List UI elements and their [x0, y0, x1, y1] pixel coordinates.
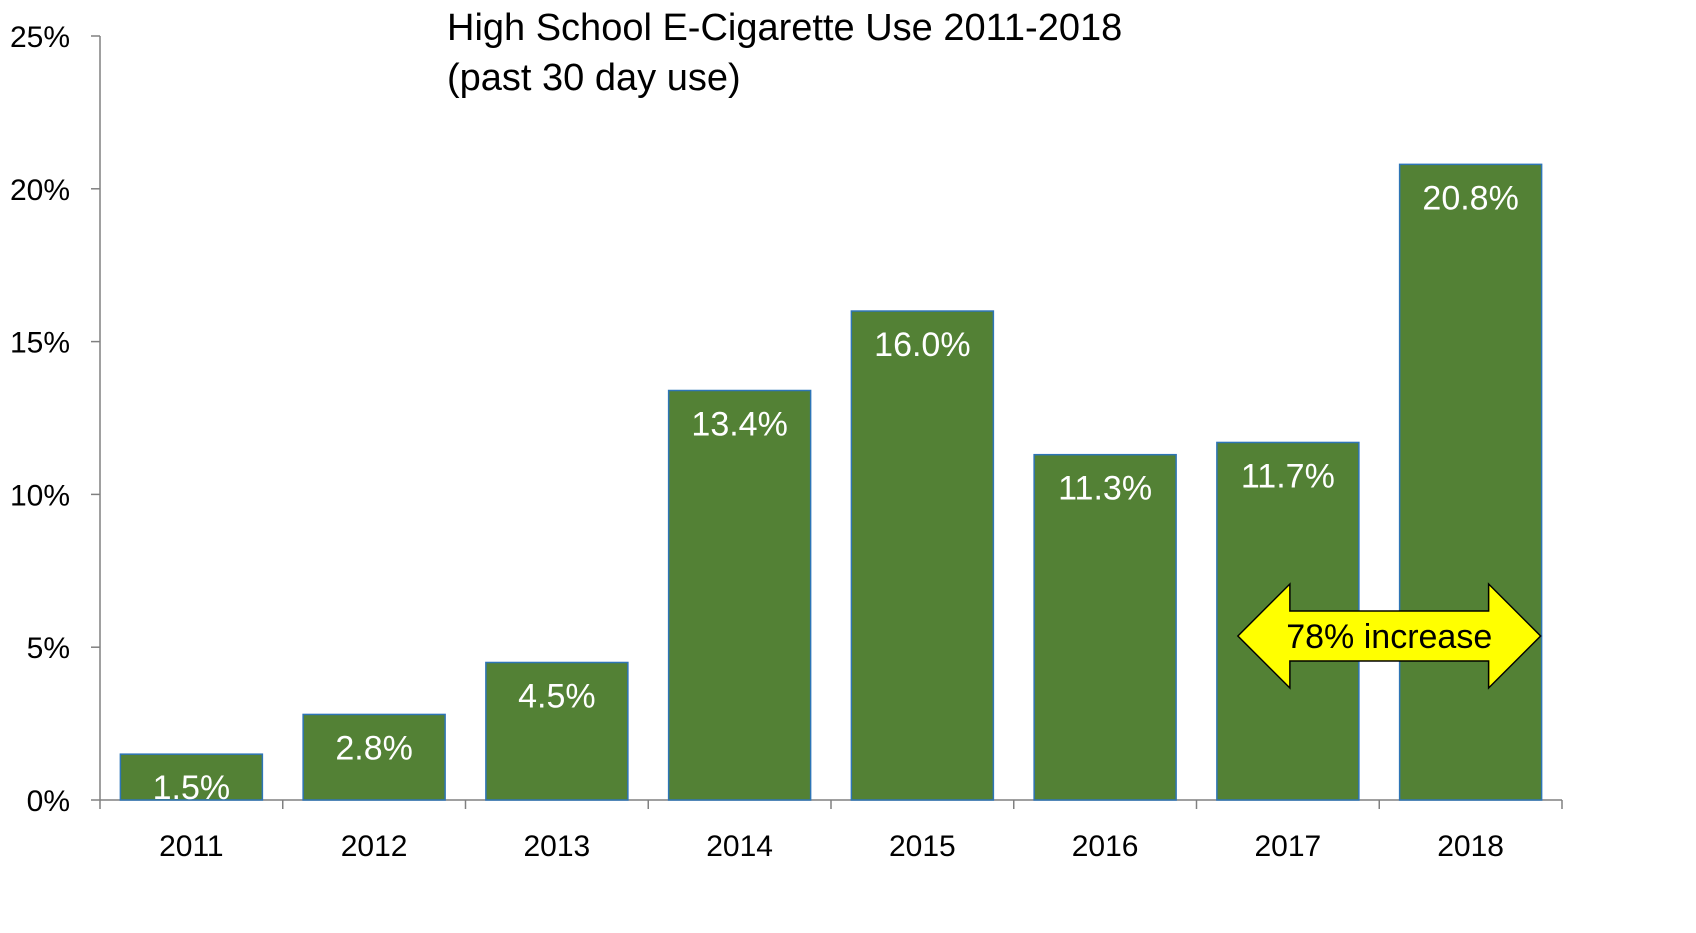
y-tick-label: 20% [10, 174, 70, 207]
x-tick-label: 2011 [159, 830, 224, 863]
x-tick-label: 2017 [1255, 830, 1322, 863]
bar-2014 [667, 389, 812, 801]
bar-2013 [485, 661, 629, 801]
bar-2011 [119, 753, 264, 801]
data-label-2016: 11.3% [1058, 470, 1152, 508]
data-label-2011: 1.5% [153, 769, 231, 807]
x-tick-label: 2012 [341, 830, 408, 863]
bars [119, 163, 1543, 801]
data-label-2014: 13.4% [691, 405, 787, 443]
data-label-2017: 11.7% [1241, 457, 1335, 495]
x-tick-label: 2014 [706, 830, 773, 863]
y-tick-label: 25% [10, 21, 70, 54]
double-arrow-shape [1236, 582, 1542, 690]
x-axis: 2011 2012 2013 2014 2015 2016 2017 2018 [99, 799, 1563, 863]
bar-2015 [850, 310, 995, 801]
y-axis: 0% 5% 10% 15% 20% 25% [10, 21, 101, 818]
bar-2018 [1398, 163, 1543, 801]
data-label-2018: 20.8% [1422, 179, 1518, 217]
x-tick-label: 2018 [1437, 830, 1504, 863]
chart-title-group: High School E-Cigarette Use 2011-2018 (p… [447, 7, 1122, 99]
data-labels: 1.5% 2.8% 4.5% 13.4% 16.0% 11.3% 11.7% 20.8% [153, 179, 1519, 807]
bar-2012 [302, 713, 446, 801]
x-tick-label: 2016 [1072, 830, 1139, 863]
y-tick-label: 0% [27, 785, 70, 818]
data-label-2012: 2.8% [335, 729, 413, 767]
x-tick-label: 2013 [524, 830, 591, 863]
x-tick-label: 2015 [889, 830, 956, 863]
y-tick-label: 10% [10, 479, 70, 512]
increase-callout-label: 78% increase [1286, 618, 1492, 656]
chart-title: High School E-Cigarette Use 2011-2018 [447, 7, 1122, 49]
data-label-2015: 16.0% [874, 326, 970, 364]
data-label-2013: 4.5% [518, 677, 596, 715]
bar-2016 [1033, 453, 1177, 801]
chart-subtitle: (past 30 day use) [447, 57, 741, 99]
y-tick-label: 5% [27, 632, 70, 665]
y-tick-label: 15% [10, 327, 70, 360]
increase-callout: 78% increase [1236, 582, 1542, 690]
